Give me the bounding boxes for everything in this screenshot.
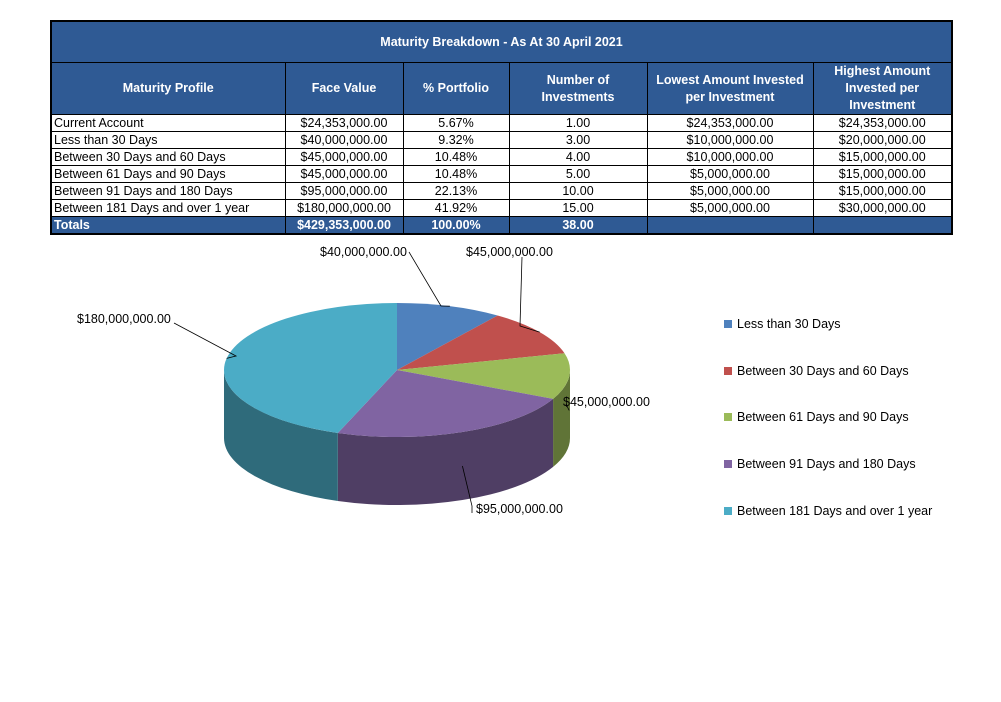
header-lowest-amount: Lowest Amount Invested per Investment (646, 62, 814, 115)
cell-profile: Less than 30 Days (50, 131, 286, 149)
cell-profile: Current Account (50, 114, 286, 132)
data-label: $45,000,000.00 (466, 245, 553, 259)
cell-profile: Between 91 Days and 180 Days (50, 182, 286, 200)
leader-line (173, 322, 238, 359)
cell-number: 10.00 (508, 182, 648, 200)
cell-number: 1.00 (508, 114, 648, 132)
cell-highest: $15,000,000.00 (812, 182, 953, 200)
totals-highest (812, 216, 953, 235)
totals-face-value: $429,353,000.00 (284, 216, 404, 235)
cell-highest: $20,000,000.00 (812, 131, 953, 149)
cell-face-value: $40,000,000.00 (284, 131, 404, 149)
pie-slice (223, 303, 397, 433)
leader-line (408, 251, 450, 307)
data-label: $45,000,000.00 (563, 395, 650, 409)
legend-swatch (724, 413, 732, 422)
table-row: Current Account $24,353,000.00 5.67% 1.0… (50, 114, 953, 132)
pie-slice (337, 370, 554, 437)
table-row: Less than 30 Days $40,000,000.00 9.32% 3… (50, 131, 953, 149)
data-label: $95,000,000.00 (476, 502, 563, 516)
leader-line (519, 256, 540, 333)
cell-portfolio-pct: 41.92% (402, 199, 510, 217)
pie-slice (397, 303, 498, 370)
cell-highest: $15,000,000.00 (812, 148, 953, 166)
pie-slice-side (553, 370, 570, 467)
maturity-table: Maturity Breakdown - As At 30 April 2021… (50, 20, 953, 235)
cell-face-value: $24,353,000.00 (284, 114, 404, 132)
pie-slice-side (337, 398, 554, 505)
cell-profile: Between 61 Days and 90 Days (50, 165, 286, 183)
data-label: $180,000,000.00 (77, 312, 171, 326)
legend-label: Between 61 Days and 90 Days (737, 410, 909, 425)
cell-face-value: $180,000,000.00 (284, 199, 404, 217)
cell-number: 4.00 (508, 148, 648, 166)
cell-number: 15.00 (508, 199, 648, 217)
legend-swatch (724, 460, 732, 469)
cell-lowest: $5,000,000.00 (646, 165, 814, 183)
legend-label: Between 30 Days and 60 Days (737, 363, 909, 378)
cell-portfolio-pct: 22.13% (402, 182, 510, 200)
legend-item: Less than 30 Days (724, 314, 932, 334)
cell-highest: $15,000,000.00 (812, 165, 953, 183)
legend-label: Between 181 Days and over 1 year (737, 503, 933, 518)
header-number-investments: Number of Investments (508, 62, 648, 115)
cell-highest: $30,000,000.00 (812, 199, 953, 217)
header-maturity-profile: Maturity Profile (50, 62, 286, 115)
cell-face-value: $45,000,000.00 (284, 165, 404, 183)
header-highest-amount: Highest Amount Invested per Investment (812, 62, 953, 115)
pie-chart: $40,000,000.00 $45,000,000.00 $45,000,000.… (77, 245, 650, 516)
cell-face-value: $45,000,000.00 (284, 148, 404, 166)
header-row: Maturity Profile Face Value % Portfolio … (50, 62, 953, 115)
pie-slice-side (224, 370, 338, 501)
legend-swatch (724, 366, 732, 375)
pie-slice (397, 315, 565, 370)
header-face-value: Face Value (284, 62, 404, 115)
cell-profile: Between 181 Days and over 1 year (50, 199, 286, 217)
header-portfolio-pct: % Portfolio (402, 62, 510, 115)
data-label: $40,000,000.00 (320, 245, 407, 259)
totals-number: 38.00 (508, 216, 648, 235)
chart-legend: Less than 30 Days Between 30 Days and 60… (724, 314, 932, 547)
totals-lowest (646, 216, 814, 235)
table-row: Between 91 Days and 180 Days $95,000,000… (50, 182, 953, 200)
legend-swatch (724, 320, 732, 328)
cell-lowest: $5,000,000.00 (646, 182, 814, 200)
cell-portfolio-pct: 10.48% (402, 148, 510, 166)
cell-number: 3.00 (508, 131, 648, 149)
legend-label: Less than 30 Days (737, 317, 841, 331)
totals-label: Totals (50, 216, 286, 235)
report-title: Maturity Breakdown - As At 30 April 2021 (50, 20, 953, 63)
table-row: Between 30 Days and 60 Days $45,000,000.… (50, 148, 953, 166)
pie-slice (397, 353, 570, 399)
totals-row: Totals $429,353,000.00 100.00% 38.00 (50, 216, 953, 235)
totals-portfolio-pct: 100.00% (402, 216, 510, 235)
cell-lowest: $10,000,000.00 (646, 148, 814, 166)
leader-line (565, 403, 570, 411)
cell-highest: $24,353,000.00 (812, 114, 953, 132)
cell-lowest: $10,000,000.00 (646, 131, 814, 149)
cell-profile: Between 30 Days and 60 Days (50, 148, 286, 166)
cell-number: 5.00 (508, 165, 648, 183)
cell-face-value: $95,000,000.00 (284, 182, 404, 200)
table-row: Between 61 Days and 90 Days $45,000,000.… (50, 165, 953, 183)
legend-item: Between 30 Days and 60 Days (724, 361, 932, 381)
table-row: Between 181 Days and over 1 year $180,00… (50, 199, 953, 217)
legend-item: Between 181 Days and over 1 year (724, 501, 932, 521)
cell-lowest: $5,000,000.00 (646, 199, 814, 217)
leader-line (462, 465, 473, 513)
legend-item: Between 61 Days and 90 Days (724, 407, 932, 427)
cell-portfolio-pct: 10.48% (402, 165, 510, 183)
legend-item: Between 91 Days and 180 Days (724, 454, 932, 474)
cell-lowest: $24,353,000.00 (646, 114, 814, 132)
legend-label: Between 91 Days and 180 Days (737, 457, 916, 472)
legend-swatch (724, 506, 732, 515)
cell-portfolio-pct: 9.32% (402, 131, 510, 149)
cell-portfolio-pct: 5.67% (402, 114, 510, 132)
